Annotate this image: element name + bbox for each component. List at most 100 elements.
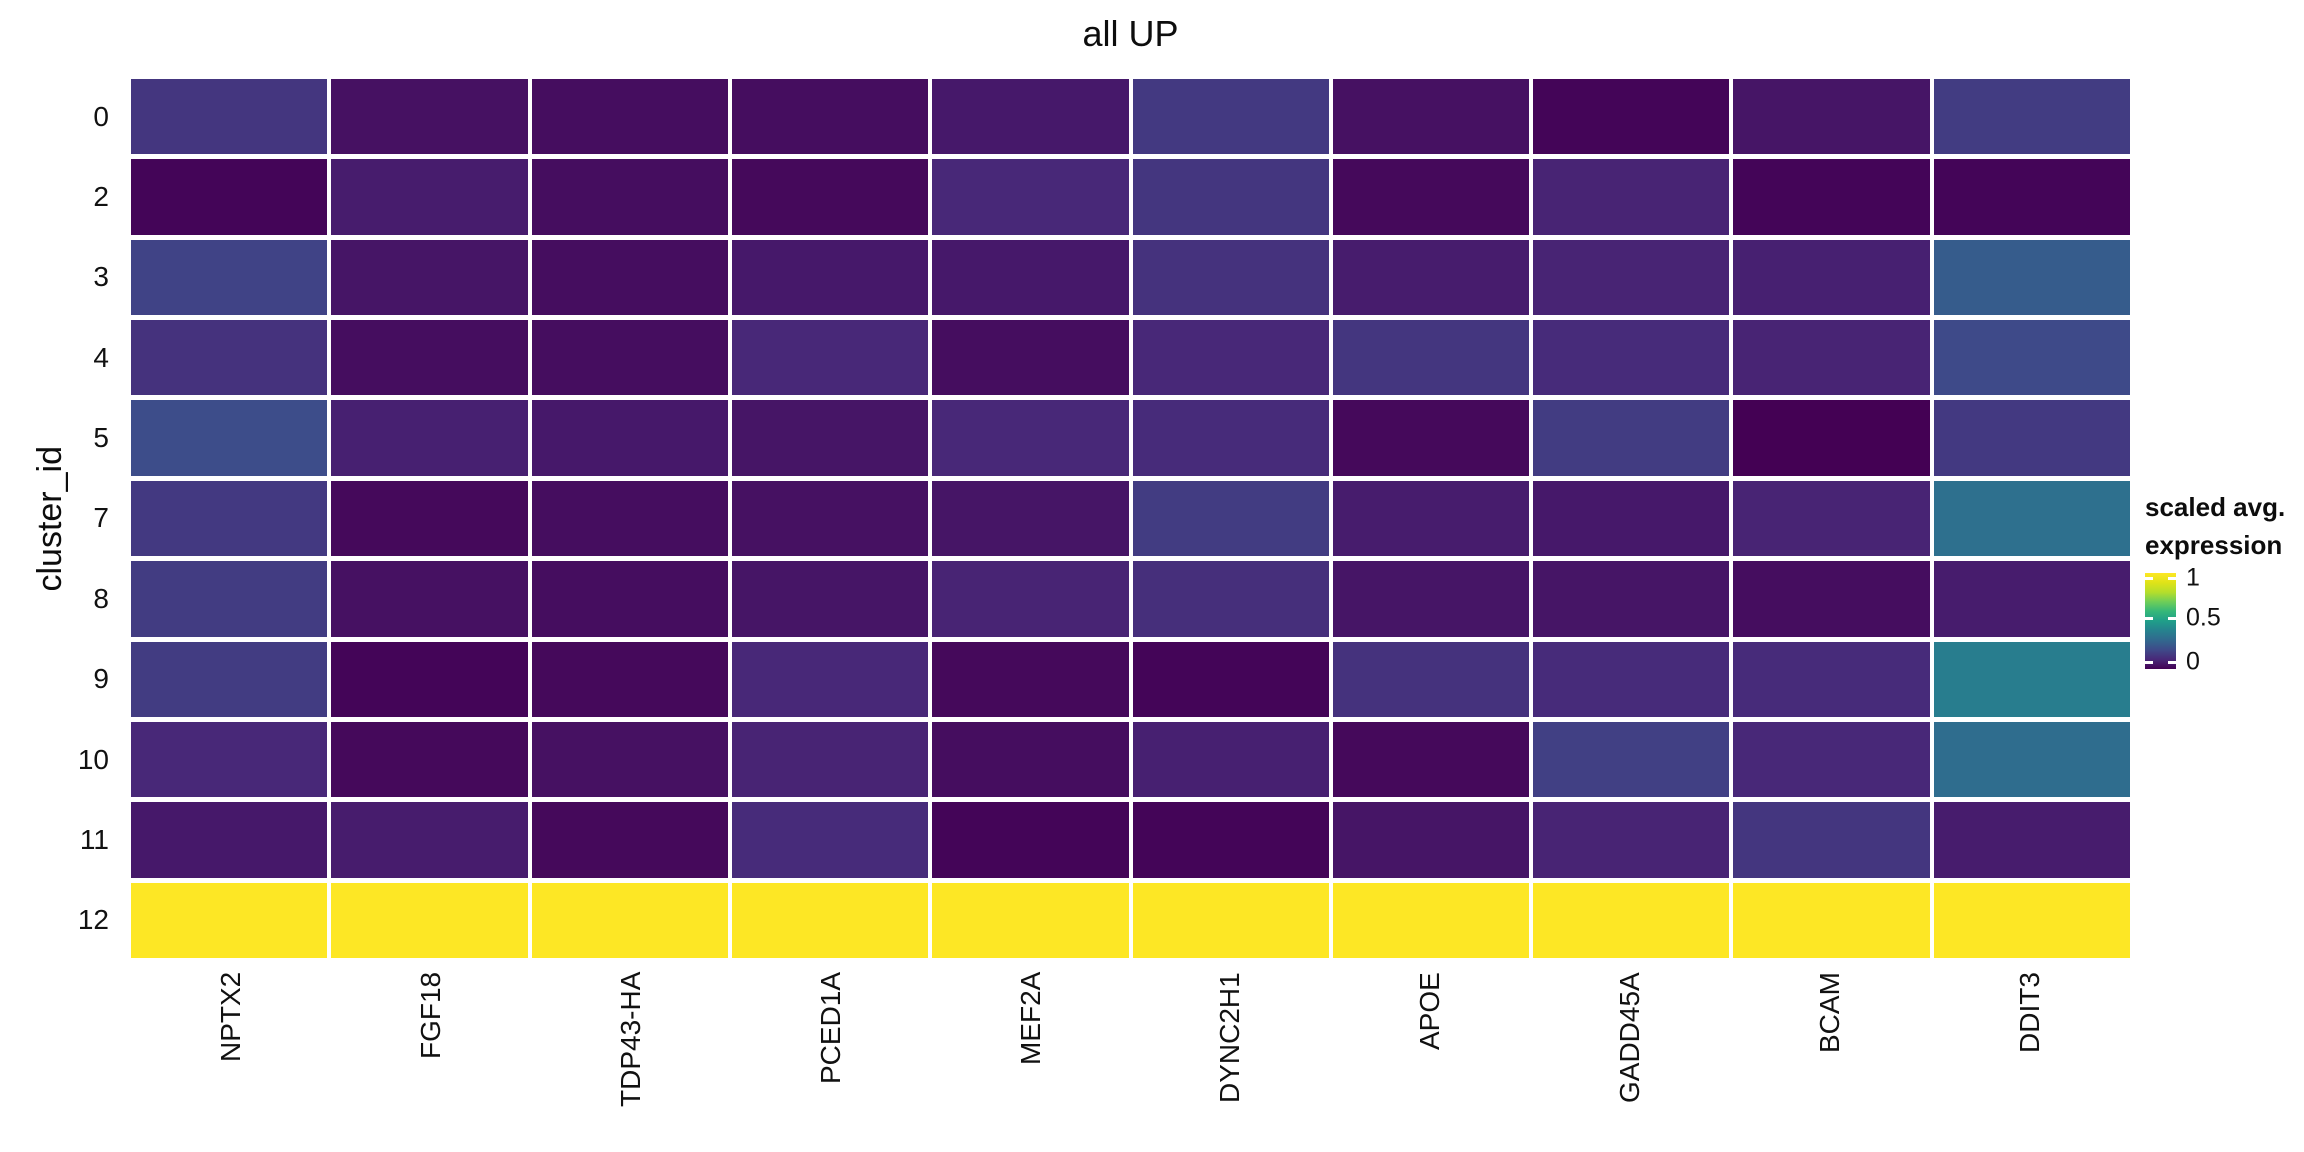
heatmap-cell <box>331 320 528 396</box>
heatmap-cell <box>1533 641 1730 717</box>
heatmap-cell <box>932 320 1129 396</box>
heatmap-cell <box>1332 561 1530 637</box>
heatmap-cell <box>1533 802 1730 878</box>
x-tick-label: TDP43-HA <box>614 972 646 1108</box>
legend-title: scaled avg. expression <box>2145 488 2304 564</box>
heatmap-cell <box>1132 882 1329 958</box>
x-tick-slot: DYNC2H1 <box>1130 972 1330 1150</box>
y-tick-label: 12 <box>77 904 109 936</box>
heatmap-cell <box>531 802 728 878</box>
heatmap-cell <box>1733 400 1930 476</box>
heatmap-cell <box>932 79 1129 155</box>
heatmap-cell <box>531 159 728 235</box>
heatmap-cell <box>1933 882 2130 958</box>
heatmap-cell <box>1533 721 1730 798</box>
heatmap-cell <box>131 159 328 235</box>
heatmap-cell <box>932 882 1129 958</box>
heatmap-cell <box>331 802 528 878</box>
heatmap-cell <box>1933 320 2130 396</box>
heatmap-cell <box>331 159 528 235</box>
x-tick-label: NPTX2 <box>214 972 246 1063</box>
y-tick-label: 9 <box>93 663 109 695</box>
heatmap-cell <box>1332 882 1530 958</box>
heatmap-cell <box>131 561 328 637</box>
heatmap-cell <box>1733 561 1930 637</box>
heatmap-cell <box>1533 320 1730 396</box>
heatmap-cell <box>932 400 1129 476</box>
y-tick-label: 8 <box>93 582 109 614</box>
x-tick-slot: MEF2A <box>931 972 1131 1150</box>
heatmap-cell <box>1132 79 1329 155</box>
y-axis-labels: 0 2 3 4 5 7 8 9 10 11 12 <box>0 79 121 958</box>
heatmap-grid <box>131 79 2130 958</box>
heatmap-cell <box>932 802 1129 878</box>
legend-tick-label: 0.5 <box>2186 603 2221 632</box>
heatmap-cell <box>1132 480 1329 557</box>
heatmap-cell <box>1332 721 1530 798</box>
x-tick-slot: PCED1A <box>731 972 931 1150</box>
y-tick-label: 5 <box>93 422 109 454</box>
legend-tick-mark <box>2145 661 2153 664</box>
heatmap-cell <box>1933 239 2130 316</box>
legend-tick-mark <box>2168 661 2176 664</box>
heatmap-cell <box>1332 79 1530 155</box>
heatmap-cell <box>1132 561 1329 637</box>
heatmap-cell <box>1132 641 1329 717</box>
heatmap-cell <box>932 641 1129 717</box>
legend-tick-label: 0 <box>2186 647 2200 676</box>
x-tick-slot: FGF18 <box>331 972 531 1150</box>
heatmap-cell <box>331 480 528 557</box>
heatmap-cell <box>932 721 1129 798</box>
heatmap-cell <box>731 641 929 717</box>
legend-title-line-1: scaled avg. <box>2145 492 2286 522</box>
heatmap-cell <box>131 641 328 717</box>
heatmap-cell <box>1733 802 1930 878</box>
heatmap-cell <box>331 721 528 798</box>
heatmap-cell <box>731 480 929 557</box>
heatmap-cell <box>131 721 328 798</box>
heatmap-cell <box>1733 159 1930 235</box>
heatmap-cell <box>1332 400 1530 476</box>
heatmap-cell <box>531 79 728 155</box>
legend-tick-mark <box>2145 617 2153 620</box>
heatmap-cell <box>1533 480 1730 557</box>
x-tick-slot: NPTX2 <box>131 972 331 1150</box>
heatmap-cell <box>331 882 528 958</box>
heatmap-cell <box>1132 239 1329 316</box>
heatmap-cell <box>731 239 929 316</box>
heatmap-cell <box>1533 79 1730 155</box>
heatmap-cell <box>131 239 328 316</box>
heatmap-cell <box>731 159 929 235</box>
y-tick-label: 3 <box>93 261 109 293</box>
heatmap-cell <box>1933 721 2130 798</box>
x-tick-label: BCAM <box>1814 972 1846 1053</box>
heatmap-cell <box>731 721 929 798</box>
x-tick-slot: TDP43-HA <box>531 972 731 1150</box>
x-tick-label: PCED1A <box>814 972 846 1085</box>
heatmap-cell <box>1332 239 1530 316</box>
y-tick-label: 0 <box>93 100 109 132</box>
heatmap-cell <box>531 480 728 557</box>
heatmap-cell <box>1533 239 1730 316</box>
heatmap-cell <box>1733 641 1930 717</box>
y-tick-label: 2 <box>93 181 109 213</box>
heatmap-cell <box>1332 320 1530 396</box>
heatmap-cell <box>131 480 328 557</box>
y-tick-label: 11 <box>79 823 109 855</box>
heatmap-cell <box>731 802 929 878</box>
heatmap-cell <box>932 239 1129 316</box>
heatmap-cell <box>731 320 929 396</box>
heatmap-cell <box>531 320 728 396</box>
heatmap-cell <box>731 882 929 958</box>
heatmap-cell <box>1332 159 1530 235</box>
x-axis-labels: NPTX2 FGF18 TDP43-HA PCED1A MEF2A DYNC2H1 APOE… <box>131 972 2130 1150</box>
heatmap-cell <box>131 79 328 155</box>
x-tick-label: FGF18 <box>414 972 446 1060</box>
heatmap-cell <box>1933 641 2130 717</box>
heatmap-cell <box>531 561 728 637</box>
heatmap-cell <box>1933 400 2130 476</box>
heatmap-cell <box>1733 239 1930 316</box>
y-tick-label: 7 <box>93 502 109 534</box>
heatmap-cell <box>1733 882 1930 958</box>
heatmap-cell <box>1733 320 1930 396</box>
